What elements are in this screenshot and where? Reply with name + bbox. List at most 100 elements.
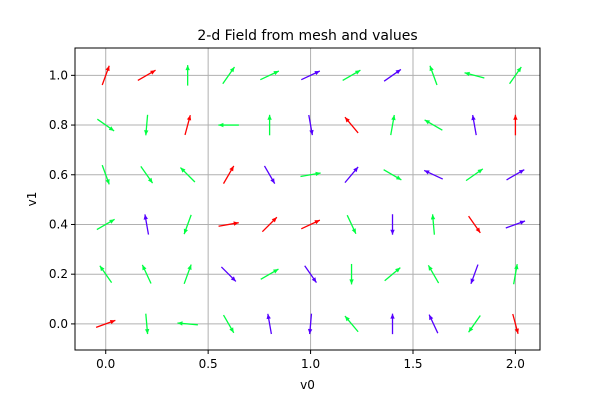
vector-arrow [222,314,235,334]
vector-head [144,328,150,335]
vector-head [475,227,481,233]
vector-arrow [99,265,113,283]
vector-head [109,219,115,224]
vector-arrow [308,114,314,136]
vector-head [109,320,116,325]
vector-arrow [218,221,239,227]
vector-arrow [218,122,239,128]
x-tick-label: 1.0 [301,357,320,371]
vector-arrow [468,315,481,333]
vector-head [314,71,320,76]
vector-field [95,65,526,335]
vector-head [395,69,401,75]
vector-arrow [384,267,401,282]
vector-arrow [430,214,436,235]
vector-arrow [471,114,477,136]
vector-arrow [344,166,359,184]
vector-head [351,228,356,234]
y-tick-label: 0.4 [49,217,68,231]
vector-arrow [144,114,149,136]
vector-arrow [179,167,196,183]
vector-arrow [185,65,190,86]
vector-head [477,168,483,174]
vector-arrow [390,313,395,335]
vector-arrow [428,314,439,334]
vector-arrow [301,70,321,81]
vector-head [147,177,153,184]
vector-head [230,276,236,282]
vector-arrow [184,114,192,136]
vector-arrow [304,265,317,283]
vector-arrow [349,263,354,285]
vector-head [271,217,277,223]
vector-arrow [390,114,396,136]
vector-head [180,167,186,173]
vector-head [429,314,434,321]
y-tick-label: 0.2 [49,267,68,281]
vector-arrow [301,219,321,230]
vector-arrow [96,118,115,132]
vector-head [273,71,279,76]
vector-head [183,228,188,235]
vector-arrow [260,268,279,280]
vector-head [395,175,402,180]
vector-arrow [513,114,518,136]
vector-arrow [300,171,321,178]
vector-head [315,171,321,177]
vector-arrow [267,114,272,136]
vector-head [142,264,147,271]
vector-arrow [506,169,525,181]
vector-head [470,278,475,284]
vector-arrow [470,264,479,285]
vector-arrow [177,321,198,326]
vector-head [270,178,275,184]
vector-head [311,277,317,283]
vector-arrow [222,165,235,184]
vector-head [186,115,192,121]
vector-head [144,130,149,136]
vector-head [424,170,430,175]
vector-head [430,214,436,220]
vector-arrow [344,315,359,333]
vector-head [468,326,474,333]
vector-head [266,313,271,320]
vector-head [354,70,361,75]
vector-arrow [220,266,237,282]
vector-head [143,214,148,220]
vector-head [514,264,519,270]
vector-arrow [424,119,443,131]
vector-arrow [346,214,357,235]
vector-arrow [464,71,485,79]
vector-head [344,316,350,322]
y-tick-label: 1.0 [49,68,68,82]
vector-head [307,328,313,335]
y-tick-label: 0.8 [49,118,68,132]
vector-arrow [144,313,150,335]
y-tick-label: 0.6 [49,168,68,182]
vector-head [229,327,234,333]
vector-arrow [263,165,276,184]
vector-head [514,328,519,334]
vector-head [464,71,470,77]
vector-head [309,129,314,136]
vector-head [273,269,279,274]
vector-head [390,313,395,319]
vector-head [105,178,110,185]
x-tick-label: 2.0 [506,357,525,371]
vector-head [150,70,156,75]
vector-arrow [137,69,156,82]
vector-arrow [429,65,438,86]
x-axis-label: v0 [300,378,315,392]
vector-head [390,229,395,235]
y-tick-label: 0.0 [49,317,68,331]
vector-arrow [512,313,519,334]
vector-head [429,65,434,72]
vector-head [344,117,350,123]
vector-head [105,65,110,72]
vector-head [177,321,183,326]
vector-arrow [183,264,192,285]
vector-arrow [222,66,236,85]
vector-arrow [383,169,402,181]
